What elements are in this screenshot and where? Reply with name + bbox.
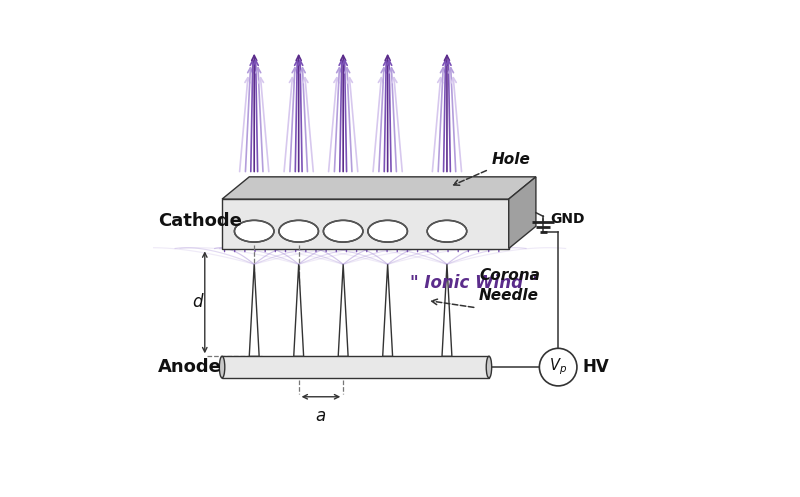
- Text: $V_p$: $V_p$: [549, 357, 567, 377]
- Text: a: a: [316, 407, 326, 424]
- Text: d: d: [192, 293, 202, 311]
- Polygon shape: [222, 177, 536, 199]
- Text: Corona
Needle: Corona Needle: [479, 268, 540, 303]
- Polygon shape: [442, 264, 452, 356]
- Polygon shape: [382, 264, 393, 356]
- Polygon shape: [509, 177, 536, 248]
- Ellipse shape: [427, 220, 466, 242]
- Text: " Ionic Wind ": " Ionic Wind ": [410, 274, 538, 292]
- Text: Anode: Anode: [158, 358, 222, 376]
- Text: Cathode: Cathode: [158, 212, 242, 230]
- Ellipse shape: [368, 220, 407, 242]
- Polygon shape: [250, 264, 259, 356]
- Ellipse shape: [486, 356, 492, 378]
- Polygon shape: [338, 264, 348, 356]
- Ellipse shape: [234, 220, 274, 242]
- Polygon shape: [222, 199, 509, 248]
- Text: GND: GND: [550, 212, 586, 226]
- FancyBboxPatch shape: [222, 356, 489, 378]
- Polygon shape: [294, 264, 304, 356]
- Ellipse shape: [279, 220, 318, 242]
- Text: Hole: Hole: [491, 152, 530, 167]
- Circle shape: [539, 348, 577, 386]
- Ellipse shape: [323, 220, 363, 242]
- Text: HV: HV: [583, 358, 610, 376]
- Ellipse shape: [219, 356, 225, 378]
